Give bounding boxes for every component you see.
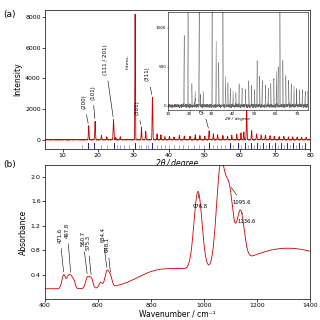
Text: (311): (311): [145, 67, 152, 95]
Y-axis label: Intensity: Intensity: [13, 62, 22, 96]
Text: 575.3: 575.3: [85, 235, 91, 275]
Text: 497.8: 497.8: [65, 223, 71, 272]
Text: (111 / 201): (111 / 201): [102, 45, 113, 117]
Text: (101): (101): [90, 85, 95, 119]
X-axis label: 2θ / degree: 2θ / degree: [156, 159, 199, 168]
Text: 976.8: 976.8: [192, 194, 207, 209]
Text: 471.6: 471.6: [57, 228, 64, 272]
Text: 1062.5: 1062.5: [0, 319, 1, 320]
Text: (301): (301): [134, 100, 141, 124]
Text: (b): (b): [3, 160, 16, 169]
Text: 1095.6: 1095.6: [231, 187, 251, 205]
Text: (a): (a): [3, 10, 16, 19]
Text: 560.7: 560.7: [80, 231, 87, 274]
Text: 634.4: 634.4: [100, 228, 107, 268]
Text: (200): (200): [81, 94, 88, 123]
X-axis label: Wavenumber / cm⁻¹: Wavenumber / cm⁻¹: [139, 310, 216, 319]
Y-axis label: Absorbance: Absorbance: [19, 209, 28, 255]
Text: (222): (222): [200, 99, 208, 128]
Text: 648.1: 648.1: [105, 237, 110, 272]
Text: 1136.6: 1136.6: [237, 212, 256, 224]
